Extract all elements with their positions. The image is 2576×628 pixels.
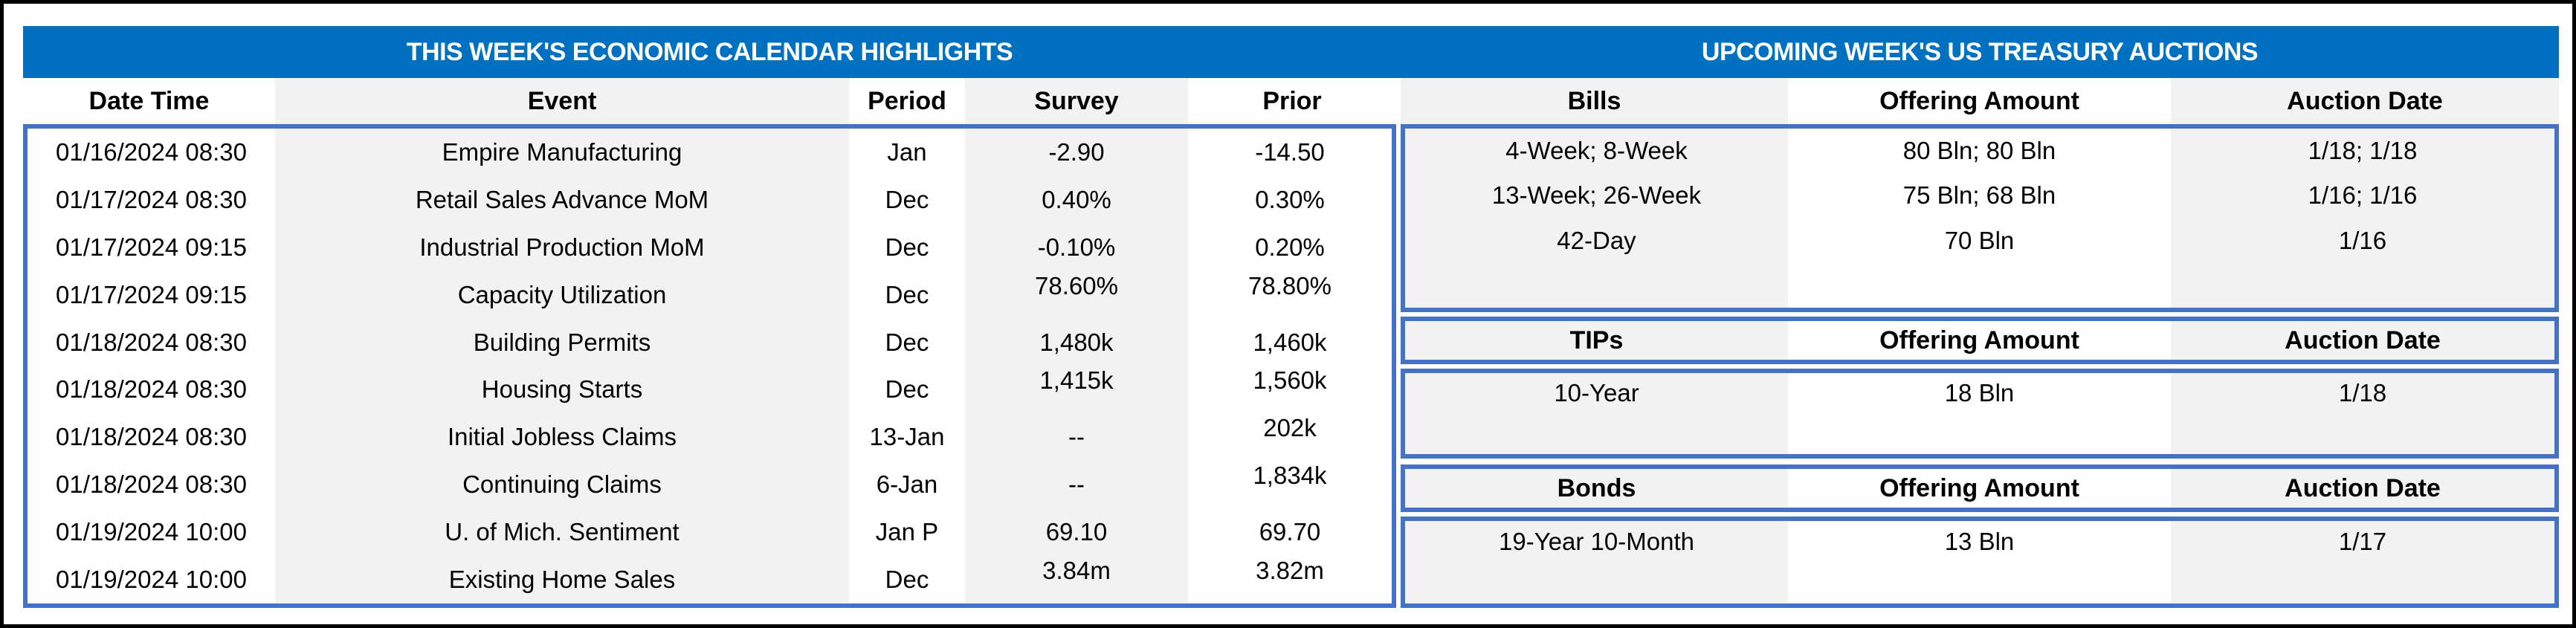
cell-prior: 0.20% bbox=[1188, 223, 1392, 271]
cell-prior: 78.80% bbox=[1188, 271, 1392, 319]
tips-table: 10-Year 18 Bln 1/18 bbox=[1401, 369, 2559, 459]
column-header-date-time: Date Time bbox=[23, 78, 275, 124]
cell-date-time: 01/18/2024 08:30 bbox=[28, 318, 275, 366]
column-header-period: Period bbox=[849, 78, 965, 124]
cell-date-time: 01/18/2024 08:30 bbox=[28, 413, 275, 462]
cell-period: Jan P bbox=[849, 508, 965, 557]
cell-period: Dec bbox=[849, 175, 965, 224]
cell-prior: 0.30% bbox=[1188, 175, 1392, 224]
cell-offering-amount: 70 Bln bbox=[1788, 218, 2171, 263]
column-header-offering-amount: Offering Amount bbox=[1788, 469, 2171, 508]
cell-survey: 69.10 bbox=[965, 508, 1188, 557]
cell-tips-type: 10-Year bbox=[1405, 373, 1788, 414]
cell-event: Existing Home Sales bbox=[275, 556, 849, 603]
cell-date-time: 01/19/2024 10:00 bbox=[28, 556, 275, 603]
cell-period: Dec bbox=[849, 556, 965, 603]
cell-event: Housing Starts bbox=[275, 366, 849, 414]
cell-survey: -- bbox=[965, 461, 1188, 509]
cell-prior: -14.50 bbox=[1188, 129, 1392, 176]
column-header-auction-date: Auction Date bbox=[2171, 321, 2554, 360]
cell-period: Dec bbox=[849, 223, 965, 271]
cell-offering-amount: 13 Bln bbox=[1788, 521, 2171, 563]
cell-auction-date bbox=[2171, 413, 2554, 454]
cell-offering-amount bbox=[1788, 562, 2171, 603]
cell-date-time: 01/18/2024 08:30 bbox=[28, 366, 275, 414]
cell-event: U. of Mich. Sentiment bbox=[275, 508, 849, 557]
cell-period: Dec bbox=[849, 318, 965, 366]
cell-survey: 78.60% bbox=[965, 271, 1188, 319]
cell-auction-date: 1/18; 1/18 bbox=[2171, 129, 2554, 174]
treasury-auctions-title: UPCOMING WEEK'S US TREASURY AUCTIONS bbox=[1701, 37, 2259, 66]
cell-auction-date bbox=[2171, 562, 2554, 603]
cell-survey: -- bbox=[965, 413, 1188, 462]
column-header-auction-date: Auction Date bbox=[2171, 469, 2554, 508]
cell-date-time: 01/17/2024 08:30 bbox=[28, 175, 275, 224]
bonds-header: Bonds Offering Amount Auction Date bbox=[1401, 464, 2559, 512]
cell-event: Retail Sales Advance MoM bbox=[275, 175, 849, 224]
column-header-offering-amount: Offering Amount bbox=[1788, 78, 2171, 124]
cell-event: Capacity Utilization bbox=[275, 271, 849, 319]
cell-offering-amount: 75 Bln; 68 Bln bbox=[1788, 173, 2171, 218]
cell-date-time: 01/17/2024 09:15 bbox=[28, 223, 275, 271]
cell-bill-type: 13-Week; 26-Week bbox=[1405, 173, 1788, 218]
cell-auction-date: 1/17 bbox=[2171, 521, 2554, 563]
cell-survey: 1,415k bbox=[965, 366, 1188, 414]
cell-auction-date bbox=[2171, 262, 2554, 308]
cell-bond-type bbox=[1405, 562, 1788, 603]
cell-prior: 1,560k bbox=[1188, 366, 1392, 414]
column-header-event: Event bbox=[275, 78, 849, 124]
column-header-bills: Bills bbox=[1401, 78, 1788, 124]
column-header-auction-date: Auction Date bbox=[2171, 78, 2559, 124]
cell-offering-amount bbox=[1788, 262, 2171, 308]
cell-survey: 3.84m bbox=[965, 556, 1188, 603]
cell-prior: 202k bbox=[1188, 413, 1392, 462]
cell-period: Jan bbox=[849, 129, 965, 176]
cell-date-time: 01/16/2024 08:30 bbox=[28, 129, 275, 176]
cell-bill-type bbox=[1405, 262, 1788, 308]
cell-prior: 1,834k bbox=[1188, 461, 1392, 509]
cell-period: 13-Jan bbox=[849, 413, 965, 462]
column-header-survey: Survey bbox=[965, 78, 1188, 124]
cell-bond-type: 19-Year 10-Month bbox=[1405, 521, 1788, 563]
cell-bill-type: 4-Week; 8-Week bbox=[1405, 129, 1788, 174]
cell-prior: 1,460k bbox=[1188, 318, 1392, 366]
cell-prior: 69.70 bbox=[1188, 508, 1392, 557]
cell-event: Initial Jobless Claims bbox=[275, 413, 849, 462]
cell-event: Industrial Production MoM bbox=[275, 223, 849, 271]
cell-prior: 3.82m bbox=[1188, 556, 1392, 603]
cell-bill-type: 42-Day bbox=[1405, 218, 1788, 263]
cell-survey: -2.90 bbox=[965, 129, 1188, 176]
cell-offering-amount: 80 Bln; 80 Bln bbox=[1788, 129, 2171, 174]
cell-survey: 0.40% bbox=[965, 175, 1188, 224]
column-header-tips: TIPs bbox=[1405, 321, 1788, 360]
tips-header: TIPs Offering Amount Auction Date bbox=[1401, 317, 2559, 364]
cell-event: Empire Manufacturing bbox=[275, 129, 849, 176]
cell-date-time: 01/18/2024 08:30 bbox=[28, 461, 275, 509]
economic-calendar-table: 01/16/2024 08:30 Empire Manufacturing Ja… bbox=[23, 124, 1396, 608]
cell-period: Dec bbox=[849, 271, 965, 319]
cell-date-time: 01/19/2024 10:00 bbox=[28, 508, 275, 557]
bonds-table: 19-Year 10-Month 13 Bln 1/17 bbox=[1401, 517, 2559, 608]
cell-survey: 1,480k bbox=[965, 318, 1188, 366]
column-header-offering-amount: Offering Amount bbox=[1788, 321, 2171, 360]
cell-date-time: 01/17/2024 09:15 bbox=[28, 271, 275, 319]
cell-auction-date: 1/16; 1/16 bbox=[2171, 173, 2554, 218]
cell-auction-date: 1/16 bbox=[2171, 218, 2554, 263]
cell-tips-type bbox=[1405, 413, 1788, 454]
bills-table: 4-Week; 8-Week 80 Bln; 80 Bln 1/18; 1/18… bbox=[1401, 124, 2559, 312]
cell-period: 6-Jan bbox=[849, 461, 965, 509]
column-header-bonds: Bonds bbox=[1405, 469, 1788, 508]
cell-event: Building Permits bbox=[275, 318, 849, 366]
economic-calendar-title: THIS WEEK'S ECONOMIC CALENDAR HIGHLIGHTS bbox=[406, 37, 1013, 66]
cell-offering-amount: 18 Bln bbox=[1788, 373, 2171, 414]
cell-event: Continuing Claims bbox=[275, 461, 849, 509]
title-band: THIS WEEK'S ECONOMIC CALENDAR HIGHLIGHTS… bbox=[23, 26, 2559, 78]
cell-offering-amount bbox=[1788, 413, 2171, 454]
cell-period: Dec bbox=[849, 366, 965, 414]
cell-auction-date: 1/18 bbox=[2171, 373, 2554, 414]
column-header-prior: Prior bbox=[1188, 78, 1396, 124]
cell-survey: -0.10% bbox=[965, 223, 1188, 271]
